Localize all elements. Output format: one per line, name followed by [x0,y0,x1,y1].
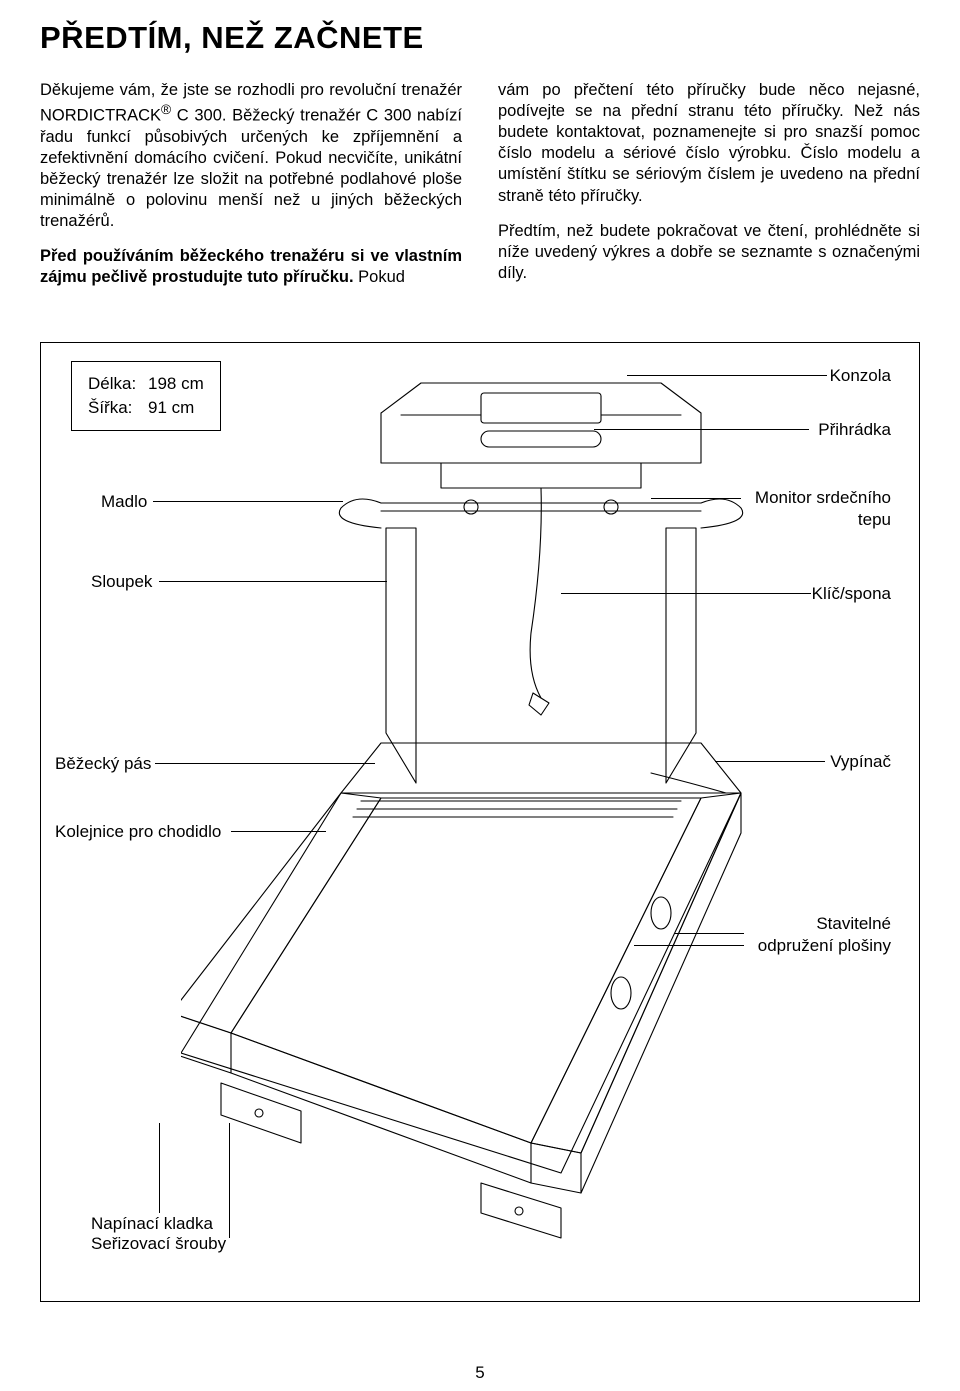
label-klic: Klíč/spona [812,583,891,604]
label-konzola: Konzola [830,365,891,386]
label-serizovaci: Seřizovací šrouby [91,1233,226,1254]
pointer-napinaci [159,1123,160,1213]
pointer-monitor [651,498,741,499]
intro-p4: Předtím, než budete pokračovat ve čtení,… [498,221,920,284]
intro-col-right: vám po přečtení této příručky bude něco … [498,80,920,302]
pointer-prihradka [594,429,809,430]
intro-p2: Před používáním běžeckého trenažéru si v… [40,246,462,288]
page-heading: PŘEDTÍM, NEŽ ZAČNETE [40,20,920,56]
pointer-stavitelne-2 [634,945,744,946]
label-vypinac: Vypínač [830,751,891,772]
treadmill-illustration [181,353,821,1273]
width-label: Šířka: [88,396,148,420]
pointer-bezecky-pas [155,763,375,764]
intro-p1: Děkujeme vám, že jste se rozhodli pro re… [40,80,462,232]
intro-col-left: Děkujeme vám, že jste se rozhodli pro re… [40,80,462,302]
label-bezecky-pas: Běžecký pás [55,753,151,774]
label-prihradka: Přihrádka [818,419,891,440]
pointer-sloupek [159,581,387,582]
intro-p3: vám po přečtení této příručky bude něco … [498,80,920,207]
label-sloupek: Sloupek [91,571,152,592]
page-number: 5 [475,1363,484,1383]
pointer-madlo [153,501,343,502]
label-monitor: Monitor srdečního tepu [741,487,891,530]
pointer-vypinac [715,761,825,762]
pointer-klic [561,593,811,594]
pointer-konzola [627,375,827,376]
label-stavitelne: Stavitelné odpružení plošiny [741,913,891,956]
pointer-stavitelne-1 [674,933,744,934]
label-madlo: Madlo [101,491,147,512]
intro-columns: Děkujeme vám, že jste se rozhodli pro re… [40,80,920,302]
pointer-kolejnice [231,831,326,832]
pointer-serizovaci [229,1123,230,1238]
label-napinaci: Napínací kladka [91,1213,213,1234]
length-label: Délka: [88,372,148,396]
label-kolejnice: Kolejnice pro chodidlo [55,821,221,842]
treadmill-diagram-box: Délka: 198 cm Šířka: 91 cm [40,342,920,1302]
